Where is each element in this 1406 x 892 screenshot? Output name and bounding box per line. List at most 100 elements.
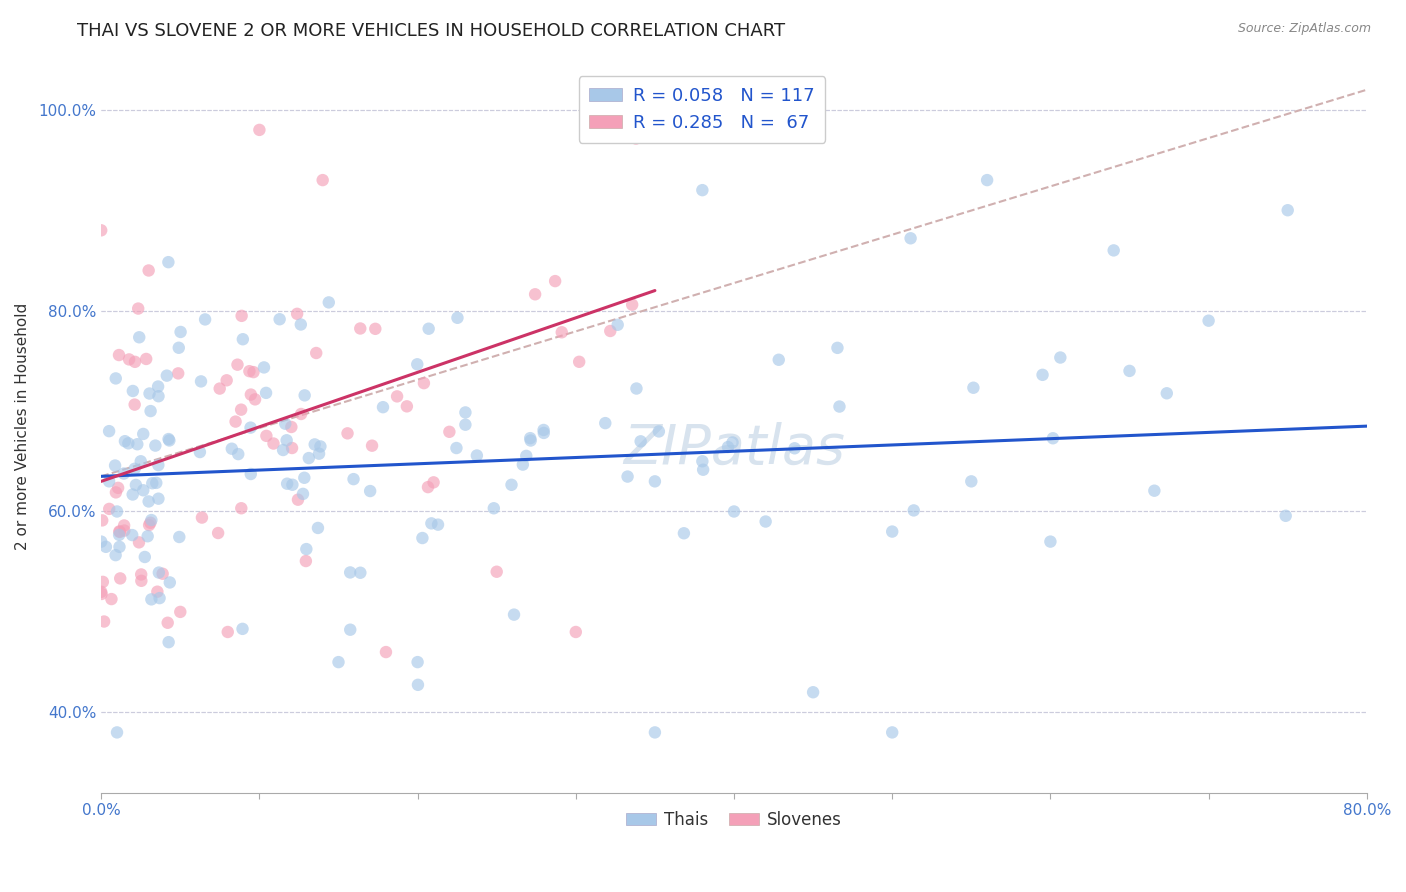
- Point: [148, 389, 170, 403]
- Point: [882, 524, 904, 539]
- Point: [112, 518, 135, 533]
- Point: [156, 368, 179, 383]
- Point: [121, 384, 143, 398]
- Point: [169, 605, 191, 619]
- Point: [336, 426, 359, 441]
- Point: [191, 510, 214, 524]
- Point: [90, 587, 112, 601]
- Point: [768, 352, 790, 367]
- Point: [648, 425, 671, 439]
- Point: [606, 318, 628, 332]
- Point: [98, 475, 121, 489]
- Point: [217, 625, 239, 640]
- Text: Source: ZipAtlas.com: Source: ZipAtlas.com: [1237, 22, 1371, 36]
- Point: [107, 481, 129, 495]
- Point: [1156, 386, 1178, 401]
- Point: [519, 431, 541, 445]
- Point: [395, 400, 418, 414]
- Point: [138, 494, 160, 508]
- Point: [828, 400, 851, 414]
- Point: [239, 387, 262, 401]
- Point: [141, 513, 163, 527]
- Point: [276, 434, 298, 448]
- Point: [359, 484, 381, 499]
- Point: [146, 584, 169, 599]
- Point: [723, 504, 745, 518]
- Point: [145, 475, 167, 490]
- Point: [194, 312, 217, 326]
- Point: [108, 540, 131, 554]
- Point: [294, 388, 316, 402]
- Point: [349, 321, 371, 335]
- Point: [231, 501, 253, 516]
- Point: [90, 223, 112, 237]
- Point: [418, 322, 440, 336]
- Text: ZIPatlas: ZIPatlas: [623, 422, 845, 475]
- Point: [721, 435, 744, 450]
- Point: [312, 173, 335, 187]
- Point: [644, 725, 666, 739]
- Point: [124, 462, 146, 476]
- Point: [121, 528, 143, 542]
- Point: [427, 517, 450, 532]
- Point: [129, 567, 152, 582]
- Point: [157, 432, 180, 446]
- Point: [146, 379, 169, 393]
- Point: [1143, 483, 1166, 498]
- Point: [91, 574, 114, 589]
- Point: [305, 346, 328, 360]
- Point: [167, 367, 190, 381]
- Point: [533, 425, 555, 440]
- Point: [136, 529, 159, 543]
- Point: [117, 436, 139, 450]
- Point: [148, 458, 170, 472]
- Point: [131, 574, 153, 588]
- Point: [127, 437, 149, 451]
- Text: THAI VS SLOVENE 2 OR MORE VEHICLES IN HOUSEHOLD CORRELATION CHART: THAI VS SLOVENE 2 OR MORE VEHICLES IN HO…: [77, 22, 786, 40]
- Point: [882, 725, 904, 739]
- Point: [108, 524, 131, 539]
- Point: [621, 298, 644, 312]
- Point: [100, 592, 122, 607]
- Point: [285, 307, 308, 321]
- Point: [416, 480, 439, 494]
- Point: [276, 476, 298, 491]
- Point: [208, 382, 231, 396]
- Point: [801, 685, 824, 699]
- Point: [519, 434, 541, 448]
- Point: [565, 625, 588, 640]
- Point: [108, 524, 131, 539]
- Point: [132, 483, 155, 498]
- Point: [501, 477, 523, 491]
- Point: [385, 389, 408, 403]
- Point: [512, 458, 534, 472]
- Point: [903, 503, 925, 517]
- Point: [274, 417, 297, 431]
- Point: [454, 405, 477, 419]
- Point: [290, 407, 312, 421]
- Point: [141, 592, 163, 607]
- Point: [108, 528, 131, 542]
- Point: [281, 477, 304, 491]
- Point: [110, 571, 132, 585]
- Point: [411, 531, 433, 545]
- Point: [339, 623, 361, 637]
- Point: [253, 360, 276, 375]
- Point: [406, 655, 429, 669]
- Point: [138, 518, 160, 533]
- Point: [254, 385, 277, 400]
- Point: [156, 615, 179, 630]
- Point: [304, 437, 326, 451]
- Y-axis label: 2 or more Vehicles in Household: 2 or more Vehicles in Household: [15, 302, 30, 549]
- Point: [593, 416, 616, 430]
- Point: [128, 535, 150, 549]
- Point: [371, 400, 394, 414]
- Point: [692, 183, 714, 197]
- Point: [692, 463, 714, 477]
- Point: [420, 516, 443, 531]
- Point: [118, 352, 141, 367]
- Point: [309, 439, 332, 453]
- Point: [105, 725, 128, 739]
- Point: [132, 426, 155, 441]
- Point: [515, 449, 537, 463]
